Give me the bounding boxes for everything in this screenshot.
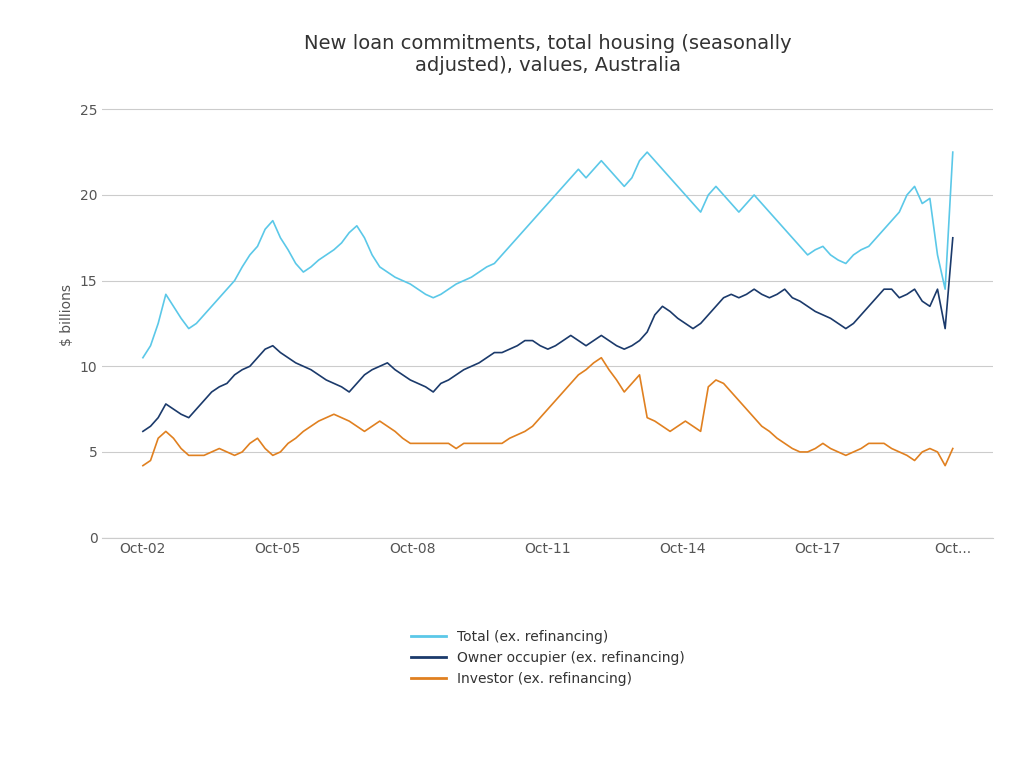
Investor (ex. refinancing) [862,439,874,448]
Owner occupier (ex. refinancing) [786,293,799,303]
Total (ex. refinancing) [381,267,393,276]
Investor (ex. refinancing) [595,353,607,362]
Line: Total (ex. refinancing): Total (ex. refinancing) [143,152,952,358]
Line: Owner occupier (ex. refinancing): Owner occupier (ex. refinancing) [143,238,952,432]
Investor (ex. refinancing) [718,379,730,388]
Investor (ex. refinancing) [901,451,913,460]
Total (ex. refinancing) [862,242,874,251]
Total (ex. refinancing) [718,190,730,200]
Y-axis label: $ billions: $ billions [60,284,75,346]
Owner occupier (ex. refinancing) [748,285,760,294]
Total (ex. refinancing) [901,190,913,200]
Owner occupier (ex. refinancing) [381,358,393,367]
Owner occupier (ex. refinancing) [710,302,722,311]
Investor (ex. refinancing) [794,447,806,456]
Investor (ex. refinancing) [946,444,958,453]
Total (ex. refinancing) [641,147,653,157]
Investor (ex. refinancing) [137,461,150,470]
Title: New loan commitments, total housing (seasonally
adjusted), values, Australia: New loan commitments, total housing (sea… [304,35,792,75]
Investor (ex. refinancing) [381,422,393,431]
Total (ex. refinancing) [946,147,958,157]
Owner occupier (ex. refinancing) [137,427,150,436]
Owner occupier (ex. refinancing) [893,293,905,303]
Total (ex. refinancing) [794,242,806,251]
Line: Investor (ex. refinancing): Investor (ex. refinancing) [143,358,952,465]
Investor (ex. refinancing) [756,422,768,431]
Legend: Total (ex. refinancing), Owner occupier (ex. refinancing), Investor (ex. refinan: Total (ex. refinancing), Owner occupier … [406,624,690,692]
Owner occupier (ex. refinancing) [946,233,958,243]
Owner occupier (ex. refinancing) [855,310,867,319]
Total (ex. refinancing) [756,199,768,208]
Total (ex. refinancing) [137,353,150,362]
